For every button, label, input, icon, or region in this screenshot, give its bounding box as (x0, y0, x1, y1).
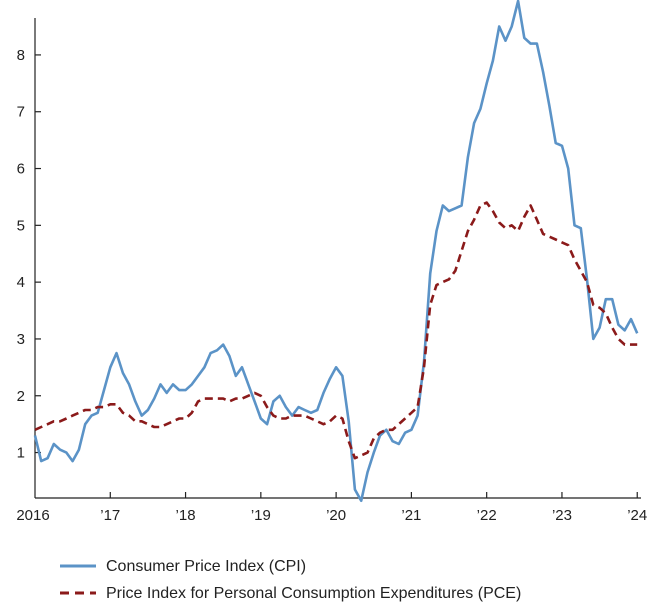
x-axis-ticks: 2016 ’17 ’18 ’19 ’20 ’21 ’22 ’23 ’24 (16, 492, 647, 524)
y-tick-label: 8 (17, 47, 25, 64)
y-tick-label: 5 (17, 217, 25, 234)
x-tick-label: ’20 (326, 507, 346, 524)
legend-item-cpi: Consumer Price Index (CPI) (60, 558, 306, 575)
x-tick-label: ’17 (100, 507, 120, 524)
y-axis-ticks: 1 2 3 4 5 6 7 8 (17, 47, 41, 462)
x-tick-label: ’18 (176, 507, 196, 524)
legend-item-pce: Price Index for Personal Consumption Exp… (60, 585, 521, 602)
y-tick-label: 1 (17, 445, 25, 462)
x-tick-label: ’21 (401, 507, 421, 524)
plot-area: 1 2 3 4 5 6 7 8 2016 ’17 ’18 ’19 ’20 ’21 ’22 ’23 ’24 (16, 0, 647, 524)
legend-label-pce: Price Index for Personal Consumption Exp… (106, 585, 521, 602)
x-tick-label: ’24 (627, 507, 647, 524)
series-line-pce (34, 201, 638, 460)
x-tick-label: ’23 (552, 507, 572, 524)
series-lines (33, 0, 639, 503)
x-tick-label: 2016 (16, 507, 49, 524)
x-tick-label: ’19 (251, 507, 271, 524)
y-tick-label: 6 (17, 161, 25, 178)
series-line-cpi (33, 0, 639, 503)
y-tick-label: 2 (17, 388, 25, 405)
x-tick-label: ’22 (477, 507, 497, 524)
legend: Consumer Price Index (CPI) Price Index f… (60, 558, 521, 602)
y-tick-label: 7 (17, 104, 25, 121)
y-tick-label: 3 (17, 331, 25, 348)
legend-label-cpi: Consumer Price Index (CPI) (106, 558, 306, 575)
y-tick-label: 4 (17, 274, 25, 291)
